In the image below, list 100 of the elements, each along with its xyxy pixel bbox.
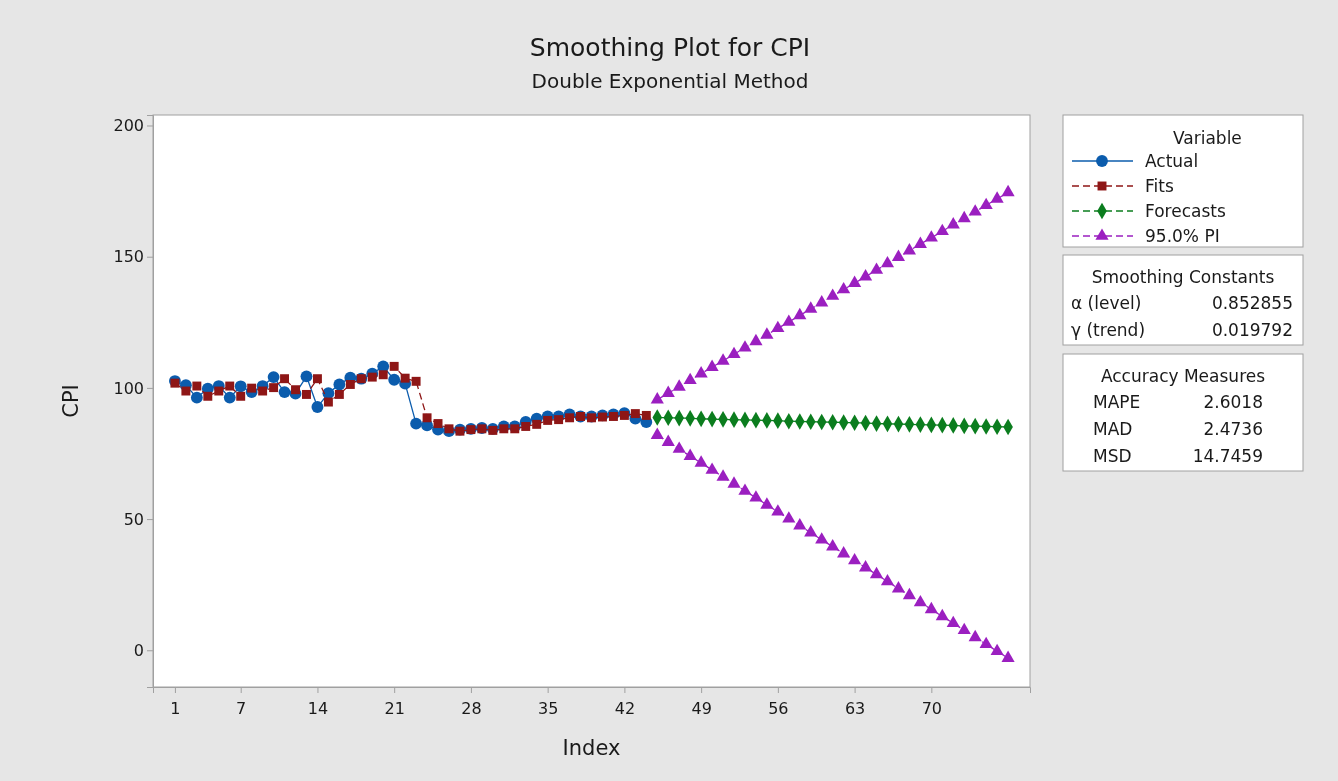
chart-title: Smoothing Plot for CPI <box>529 33 811 62</box>
point <box>650 392 664 404</box>
point <box>793 518 807 530</box>
point <box>837 546 851 558</box>
point <box>565 413 575 423</box>
point <box>203 391 213 401</box>
text: MSD 14.7459 <box>1093 446 1263 466</box>
point <box>946 615 960 628</box>
point <box>367 372 377 382</box>
text: MAD 2.4736 <box>1093 419 1263 439</box>
point <box>738 483 752 495</box>
text: Accuracy Measures <box>1100 366 1266 386</box>
point <box>323 397 333 407</box>
legend-label: 95.0% PI <box>1145 226 1220 246</box>
x-tick-label: 21 <box>384 698 405 718</box>
point <box>672 441 686 453</box>
point <box>869 566 884 579</box>
point <box>694 366 708 378</box>
point <box>543 415 553 425</box>
point <box>749 490 763 502</box>
x-tick-label: 28 <box>461 698 482 718</box>
legend-label: Fits <box>1145 176 1174 196</box>
point <box>267 371 280 384</box>
point <box>312 374 322 384</box>
point <box>990 643 1004 656</box>
point <box>661 434 675 446</box>
point <box>444 424 454 434</box>
point <box>650 427 664 439</box>
x-tick-label: 63 <box>844 698 866 718</box>
point <box>311 401 324 413</box>
y-tick-label: 150 <box>113 247 144 267</box>
text: MAPE 2.6018 <box>1093 392 1263 412</box>
x-tick-label: 7 <box>236 698 247 718</box>
point <box>234 380 247 393</box>
point <box>913 594 927 607</box>
point <box>291 385 300 395</box>
point <box>968 629 982 642</box>
y-tick-label: 50 <box>123 509 144 529</box>
point <box>278 386 291 398</box>
point <box>225 381 235 391</box>
point <box>410 417 423 430</box>
legend-label: Forecasts <box>1145 201 1226 221</box>
point <box>815 532 829 544</box>
point <box>333 378 346 391</box>
x-tick-label: 42 <box>614 698 636 718</box>
point <box>957 622 971 635</box>
x-tick-label: 1 <box>170 698 181 718</box>
point <box>532 419 542 429</box>
point <box>716 469 730 481</box>
point <box>258 386 268 396</box>
point <box>902 587 916 600</box>
text: Smoothing Constants <box>1091 267 1275 287</box>
point <box>771 504 785 516</box>
x-tick-label: 49 <box>691 698 712 718</box>
point <box>683 448 697 460</box>
point <box>804 525 818 537</box>
point <box>280 374 290 384</box>
point <box>826 539 840 551</box>
point <box>661 385 675 397</box>
y-axis-title: CPI <box>59 384 83 418</box>
y-tick-label: 0 <box>133 640 144 660</box>
point <box>738 340 752 352</box>
y-tick-label: 200 <box>113 116 144 136</box>
point <box>499 424 509 434</box>
point <box>630 409 640 419</box>
point <box>422 413 432 423</box>
point <box>334 389 344 399</box>
point <box>935 608 949 621</box>
point <box>683 372 697 385</box>
x-tick-label: 70 <box>921 698 943 718</box>
point <box>300 370 313 383</box>
point <box>858 560 873 572</box>
point <box>190 391 203 404</box>
x-tick-label: 35 <box>537 698 559 718</box>
point <box>345 380 355 389</box>
point <box>192 381 202 391</box>
point <box>782 511 796 523</box>
text: γ (trend) 0.019792 <box>1071 320 1293 340</box>
x-axis-title: Index <box>562 736 621 760</box>
point <box>247 383 257 393</box>
point <box>716 353 730 365</box>
point <box>1001 650 1015 662</box>
point <box>672 379 686 391</box>
point <box>269 383 279 393</box>
point <box>848 552 862 565</box>
text: α (level) 0.852855 <box>1071 293 1293 313</box>
point <box>378 370 388 380</box>
point <box>760 497 774 509</box>
point <box>223 391 236 404</box>
point <box>400 373 410 383</box>
point <box>181 386 191 396</box>
point <box>705 462 719 474</box>
point <box>880 573 895 586</box>
point <box>389 361 399 371</box>
x-tick-label: 14 <box>307 698 329 718</box>
legend-title: Variable <box>1173 128 1242 148</box>
point <box>694 455 708 467</box>
legend-label: Actual <box>1145 151 1199 171</box>
x-tick-label: 56 <box>768 698 789 718</box>
point <box>214 386 224 396</box>
